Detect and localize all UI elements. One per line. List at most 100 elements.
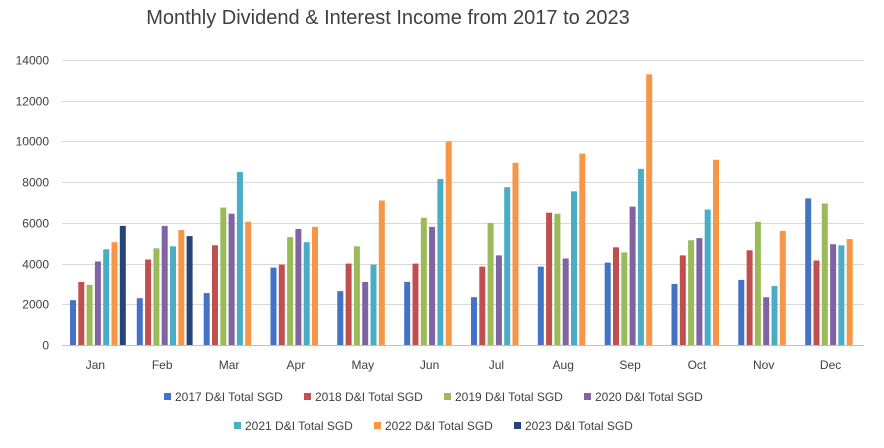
legend-swatch xyxy=(304,393,311,400)
x-tick-label: Jun xyxy=(420,358,439,372)
bar xyxy=(805,198,812,345)
bar xyxy=(487,222,494,345)
bar xyxy=(220,207,227,345)
bar xyxy=(613,247,619,345)
legend-swatch xyxy=(374,422,381,429)
x-tick-label: Dec xyxy=(820,358,841,372)
bar xyxy=(771,286,778,345)
bar xyxy=(119,225,126,345)
bar xyxy=(111,242,118,345)
chart-title: Monthly Dividend & Interest Income from … xyxy=(146,7,630,29)
bar xyxy=(312,226,318,345)
bar xyxy=(78,281,85,345)
bar xyxy=(604,262,611,345)
bar xyxy=(763,297,770,345)
bar xyxy=(629,206,636,345)
gridlines xyxy=(62,60,864,346)
x-tick-label: Jul xyxy=(489,358,504,372)
bar xyxy=(754,221,761,345)
bar xyxy=(370,264,377,345)
bar xyxy=(86,284,93,345)
bar xyxy=(161,225,168,345)
bar xyxy=(103,249,110,345)
bar xyxy=(571,191,577,345)
bar xyxy=(412,263,419,345)
bar xyxy=(746,250,753,345)
bar xyxy=(696,238,703,345)
x-tick-label: Sep xyxy=(619,358,641,372)
bar xyxy=(278,264,285,345)
bar xyxy=(813,260,820,345)
x-tick-label: Jan xyxy=(86,358,105,372)
y-tick-label: 10000 xyxy=(16,135,50,149)
bar xyxy=(713,159,719,346)
bar xyxy=(621,252,628,345)
legend-label: 2019 D&I Total SGD xyxy=(455,390,563,404)
bar xyxy=(153,248,160,345)
bar xyxy=(429,226,436,345)
legend: 2017 D&I Total SGD 2018 D&I Total SGD 2019… xyxy=(164,390,703,433)
legend-swatch xyxy=(584,393,591,400)
x-tick-label: Apr xyxy=(287,358,306,372)
bar xyxy=(704,209,711,345)
bar xyxy=(637,168,644,345)
y-tick-label: 4000 xyxy=(22,258,49,272)
bar xyxy=(136,298,143,345)
bar xyxy=(779,231,786,345)
legend-label: 2020 D&I Total SGD xyxy=(595,390,703,404)
bar xyxy=(287,237,294,345)
bar xyxy=(688,240,695,345)
legend-label: 2022 D&I Total SGD xyxy=(385,419,493,433)
x-tick-label: Feb xyxy=(152,358,173,372)
x-axis-ticks: Jan Feb Mar Apr May Jun Jul Aug Sep Oct Nov Dec xyxy=(86,358,842,372)
legend-label: 2017 D&I Total SGD xyxy=(175,390,283,404)
bar xyxy=(245,221,252,345)
y-tick-label: 8000 xyxy=(22,176,49,190)
bar xyxy=(420,217,427,345)
bar xyxy=(504,187,511,345)
bar xyxy=(145,259,152,345)
bar xyxy=(404,281,411,345)
y-tick-label: 6000 xyxy=(22,217,49,231)
y-axis-ticks: 0 2000 4000 6000 8000 10000 12000 14000 xyxy=(16,54,50,353)
bar xyxy=(236,172,243,345)
bar xyxy=(170,246,176,345)
bar xyxy=(228,213,235,345)
x-tick-label: Aug xyxy=(553,358,574,372)
bar xyxy=(646,74,653,346)
y-tick-label: 0 xyxy=(42,339,49,353)
x-tick-label: May xyxy=(351,358,374,372)
bar xyxy=(337,291,344,345)
bar xyxy=(512,162,519,345)
bar xyxy=(471,297,477,345)
legend-swatch xyxy=(444,393,451,400)
bar xyxy=(295,229,302,345)
bars xyxy=(70,74,853,346)
x-tick-label: Nov xyxy=(753,358,774,372)
bar xyxy=(378,200,385,345)
x-tick-label: Oct xyxy=(688,358,707,372)
bar xyxy=(437,179,444,345)
bar xyxy=(178,230,185,345)
bar xyxy=(846,239,853,345)
bar xyxy=(554,213,561,345)
y-tick-label: 14000 xyxy=(16,54,50,68)
y-tick-label: 2000 xyxy=(22,298,49,312)
bar xyxy=(353,246,360,345)
bar xyxy=(479,266,486,345)
bar xyxy=(679,255,686,345)
bar xyxy=(362,281,369,345)
bar xyxy=(186,236,193,345)
bar xyxy=(70,300,76,345)
bar xyxy=(537,266,544,345)
bar xyxy=(821,203,828,345)
bar xyxy=(345,263,352,345)
bar xyxy=(838,245,845,346)
y-tick-label: 12000 xyxy=(16,95,50,109)
legend-label: 2023 D&I Total SGD xyxy=(525,419,633,433)
bar xyxy=(270,267,277,345)
bar xyxy=(203,293,210,345)
legend-label: 2018 D&I Total SGD xyxy=(315,390,423,404)
x-tick-label: Mar xyxy=(219,358,240,372)
